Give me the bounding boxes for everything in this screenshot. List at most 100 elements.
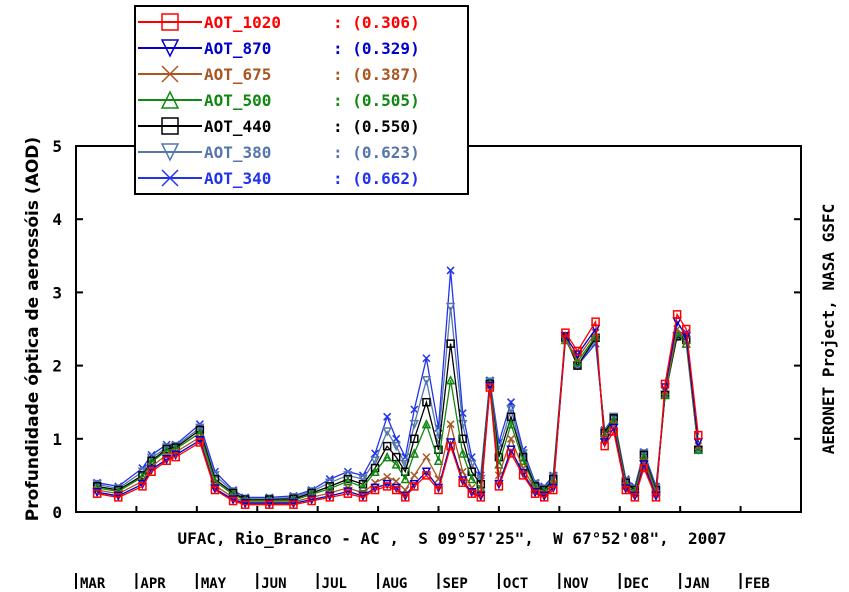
data-point: [446, 266, 455, 275]
legend-marker: [161, 117, 179, 135]
legend-entry-aot_500: AOT_500: (0.505): [138, 90, 420, 110]
legend-series-name: AOT_870: [204, 39, 271, 58]
data-point: [161, 455, 172, 465]
data-point: [506, 418, 516, 429]
data-point: [392, 434, 401, 443]
y-axis-label: Profundidade óptica de aerossóis (AOD): [23, 137, 43, 521]
data-point: [409, 419, 420, 430]
data-point: [161, 443, 172, 453]
data-point: [358, 493, 368, 502]
data-point: [639, 463, 649, 473]
data-point: [383, 412, 392, 421]
legend-entry-aot_870: AOT_870 : (0.329): [138, 39, 420, 58]
y-tick-label: 1: [52, 430, 62, 449]
data-point: [467, 489, 476, 498]
legend-mean-value: : (0.329): [333, 39, 420, 58]
data-point: [630, 493, 640, 502]
data-point: [195, 438, 205, 447]
y-tick-label: 4: [52, 210, 62, 229]
data-point: [92, 489, 102, 498]
data-point: [485, 377, 495, 387]
data-point: [288, 498, 299, 509]
legend-marker: [160, 39, 180, 58]
data-point: [458, 434, 467, 444]
data-point: [325, 491, 335, 502]
site-caption: UFAC, Rio_Branco - AC , S 09°57'25", W 6…: [177, 529, 726, 548]
data-point: [307, 496, 316, 506]
month-label: APR: [140, 576, 166, 592]
data-point: [433, 455, 444, 466]
series-line: [96, 312, 699, 506]
data-point: [392, 477, 401, 486]
data-point: [446, 339, 455, 348]
data-point: [370, 466, 380, 476]
legend-mean-value: : (0.306): [333, 13, 420, 32]
x-axis-ticks: MAR APR MAY JUN JUL AUG SEP OCT NOV DEC JAN FEB: [75, 506, 770, 592]
data-point: [358, 474, 368, 485]
y-tick-label: 5: [52, 137, 62, 156]
data-point: [693, 444, 704, 455]
data-point: [114, 493, 123, 502]
data-point: [358, 481, 368, 492]
data-point: [410, 471, 419, 480]
legend-series-name: AOT_500: [204, 91, 271, 110]
month-label: JUL: [322, 576, 347, 592]
data-point: [609, 427, 618, 436]
data-point: [530, 487, 540, 498]
legend-entry-aot_440: AOT_440: (0.550): [138, 117, 420, 136]
y-tick-label: 0: [52, 503, 62, 522]
data-point: [694, 430, 703, 440]
data-point: [506, 398, 516, 407]
data-point: [639, 449, 649, 459]
data-point: [410, 434, 419, 444]
data-point: [621, 484, 631, 494]
legend-mean-value: : (0.550): [333, 117, 420, 136]
data-point: [343, 476, 353, 486]
data-point: [422, 453, 431, 462]
data-point: [343, 487, 353, 497]
data-point: [445, 302, 456, 313]
data-point: [672, 310, 682, 319]
data-point: [325, 493, 334, 502]
data-point: [591, 317, 600, 326]
data-point: [681, 324, 691, 334]
data-point: [391, 441, 401, 452]
legend-marker: [161, 169, 179, 187]
data-point: [506, 405, 516, 415]
data-point: [421, 375, 432, 386]
series-aot_1020: [92, 310, 703, 509]
legend-entry-aot_675: AOT_675: (0.387): [138, 65, 420, 84]
data-point: [382, 479, 392, 490]
data-point: [171, 452, 180, 462]
data-point: [210, 484, 220, 494]
data-point: [621, 485, 631, 495]
data-point: [370, 483, 380, 494]
data-point: [383, 472, 392, 481]
data-point: [434, 485, 443, 495]
data-point: [306, 487, 317, 497]
data-point: [421, 418, 432, 429]
data-point: [228, 496, 238, 506]
data-point: [410, 482, 419, 491]
month-label: AUG: [382, 576, 407, 592]
data-point: [147, 467, 156, 476]
data-point: [485, 383, 495, 392]
right-credit-label: AERONET Project, NASA GSFC: [819, 204, 838, 454]
data-point: [343, 489, 353, 498]
data-point: [446, 420, 455, 429]
month-label: SEP: [443, 576, 468, 592]
month-label: MAY: [201, 576, 227, 592]
data-point: [600, 441, 609, 451]
data-point: [382, 427, 392, 437]
legend-entry-aot_340: AOT_340: (0.662): [138, 169, 420, 188]
month-label: FEB: [745, 576, 770, 592]
data-point: [422, 397, 431, 407]
data-point: [485, 381, 495, 392]
plot-area: [75, 145, 802, 513]
data-point: [391, 485, 401, 495]
data-point: [494, 482, 504, 491]
y-tick-label: 2: [52, 357, 62, 376]
data-point: [306, 495, 317, 505]
series-layer: [92, 266, 704, 509]
month-label: OCT: [503, 576, 528, 592]
